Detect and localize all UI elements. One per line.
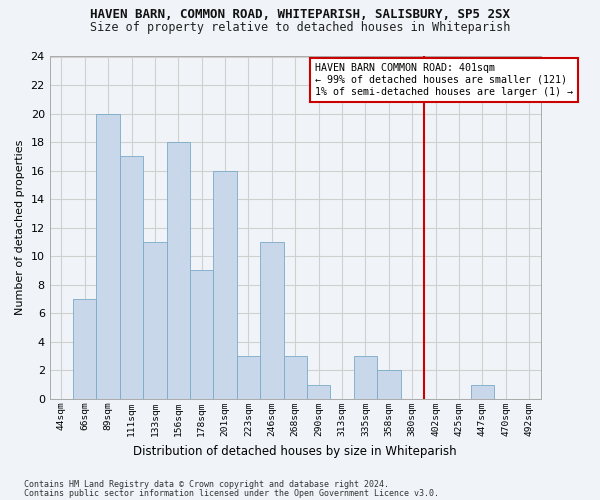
Text: HAVEN BARN, COMMON ROAD, WHITEPARISH, SALISBURY, SP5 2SX: HAVEN BARN, COMMON ROAD, WHITEPARISH, SA… [90, 8, 510, 20]
Bar [73, 299, 97, 399]
Bar [167, 142, 190, 399]
Bar [354, 356, 377, 399]
Bar [120, 156, 143, 399]
Bar [97, 114, 120, 399]
Bar [214, 170, 237, 399]
Bar [284, 356, 307, 399]
Bar [143, 242, 167, 399]
Bar [471, 384, 494, 399]
Bar [237, 356, 260, 399]
Bar [190, 270, 214, 399]
Bar [260, 242, 284, 399]
Text: Contains public sector information licensed under the Open Government Licence v3: Contains public sector information licen… [24, 489, 439, 498]
Bar [307, 384, 331, 399]
Bar [377, 370, 401, 399]
Text: Size of property relative to detached houses in Whiteparish: Size of property relative to detached ho… [90, 21, 510, 34]
X-axis label: Distribution of detached houses by size in Whiteparish: Distribution of detached houses by size … [133, 444, 457, 458]
Text: Contains HM Land Registry data © Crown copyright and database right 2024.: Contains HM Land Registry data © Crown c… [24, 480, 389, 489]
Text: HAVEN BARN COMMON ROAD: 401sqm
← 99% of detached houses are smaller (121)
1% of : HAVEN BARN COMMON ROAD: 401sqm ← 99% of … [315, 64, 573, 96]
Y-axis label: Number of detached properties: Number of detached properties [15, 140, 25, 316]
